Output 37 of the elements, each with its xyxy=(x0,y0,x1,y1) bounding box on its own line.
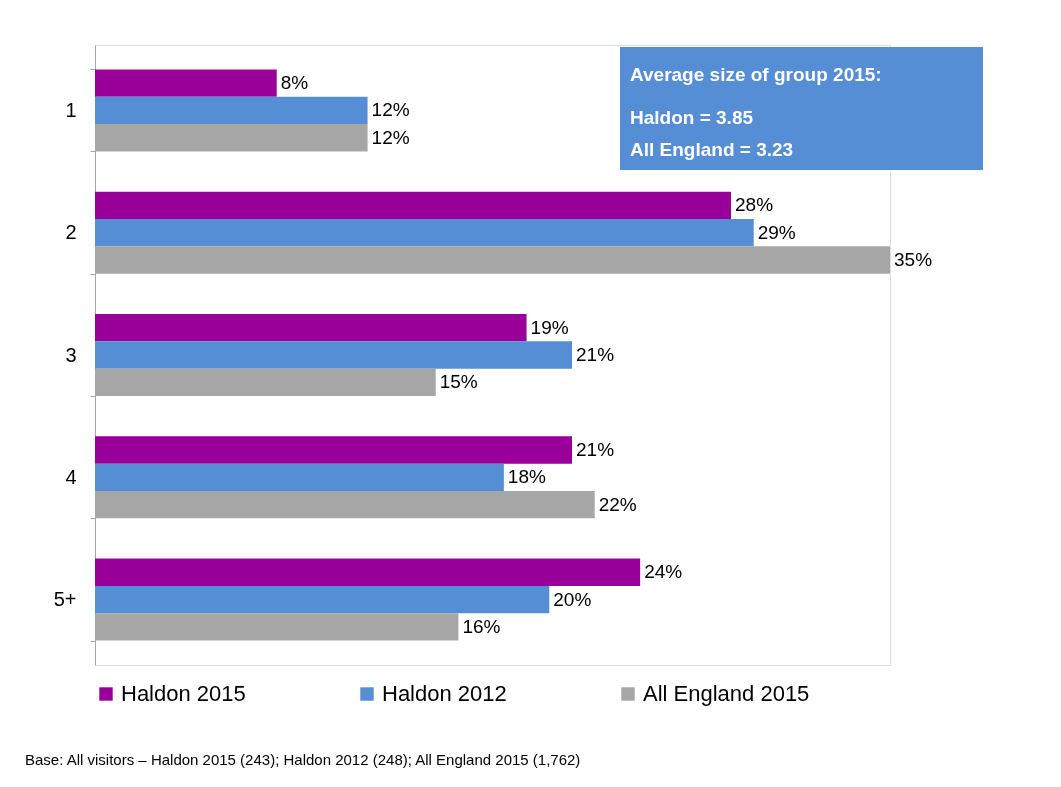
y-tick-label: 1 xyxy=(65,98,77,121)
data-label: 20% xyxy=(553,588,592,610)
data-label: 21% xyxy=(576,438,615,460)
bar xyxy=(95,314,527,342)
data-label: 15% xyxy=(439,371,478,393)
y-tick-label: 4 xyxy=(65,465,77,488)
data-label: 16% xyxy=(462,615,501,637)
bar xyxy=(95,191,731,220)
data-label: 18% xyxy=(507,466,546,488)
data-label: 29% xyxy=(757,221,796,243)
data-label: 12% xyxy=(371,99,410,121)
data-label: 19% xyxy=(530,316,569,338)
legend-label: All England 2015 xyxy=(643,681,810,706)
y-tick-label: 3 xyxy=(65,343,77,366)
text: Base: All visitors – Haldon 2015 (243); Haldon 2012 (248); All England 2015 (1,762) xyxy=(25,751,581,768)
annotation: All England = 3.23 xyxy=(630,139,794,160)
bar xyxy=(95,436,572,464)
data-label: 24% xyxy=(644,561,683,583)
bar xyxy=(95,219,754,247)
bar xyxy=(95,69,277,97)
legend-label: Haldon 2012 xyxy=(382,681,507,706)
data-label: 21% xyxy=(576,344,615,365)
data-label: 28% xyxy=(735,194,774,216)
bar xyxy=(95,558,641,586)
y-tick-label: 2 xyxy=(65,221,77,244)
data-label: 8% xyxy=(280,72,309,94)
annotation: Haldon = 3.85 xyxy=(630,107,754,128)
annotation: Average size of group 2015: xyxy=(630,64,882,85)
bar xyxy=(95,463,504,491)
data-label: 22% xyxy=(598,493,637,515)
data-label: 12% xyxy=(371,126,410,148)
legend-label: Haldon 2015 xyxy=(121,681,246,706)
bar xyxy=(95,96,368,125)
data-label: 35% xyxy=(894,249,933,271)
bar xyxy=(95,341,572,369)
y-tick-label: 5+ xyxy=(53,588,77,611)
bar xyxy=(95,585,550,614)
